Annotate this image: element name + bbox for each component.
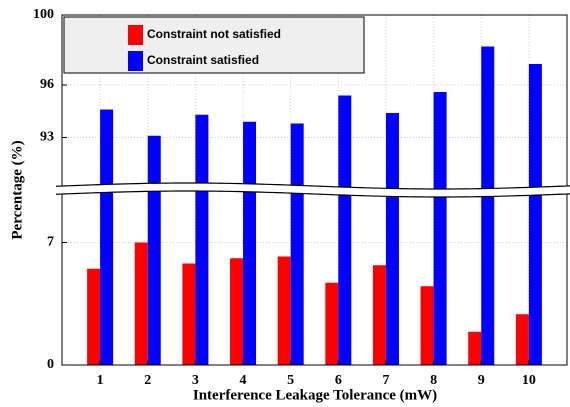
- bar: [433, 92, 447, 365]
- bar: [385, 113, 399, 365]
- x-tick-label: 3: [192, 373, 199, 388]
- bar: [147, 135, 161, 365]
- bar: [515, 314, 529, 365]
- legend-swatch: [128, 25, 143, 45]
- y-tick-label: 93: [40, 130, 54, 145]
- x-tick-label: 5: [287, 373, 294, 388]
- x-axis-label: Interference Leakage Tolerance (mW): [193, 387, 437, 403]
- bar: [182, 263, 196, 365]
- legend-box: [63, 16, 365, 74]
- bar: [243, 121, 257, 365]
- axis-break-line: [55, 182, 570, 190]
- x-tick-label: 8: [430, 373, 437, 388]
- bar: [290, 123, 304, 365]
- x-tick-label: 6: [335, 373, 342, 388]
- legend-label: Constraint satisfied: [147, 53, 259, 67]
- bar: [420, 286, 434, 365]
- x-tick-label: 9: [478, 373, 485, 388]
- bar: [195, 114, 209, 365]
- bar: [481, 46, 495, 365]
- x-tick-label: 1: [97, 373, 104, 388]
- x-tick-label: 10: [522, 373, 536, 388]
- bar: [325, 282, 339, 365]
- x-tick-label: 7: [382, 373, 389, 388]
- bar: [87, 268, 101, 365]
- y-tick-label: 7: [47, 235, 54, 250]
- bar: [338, 95, 352, 365]
- bar: [277, 256, 291, 365]
- legend-swatch: [128, 51, 143, 71]
- bar: [372, 265, 386, 365]
- bar: [468, 331, 482, 365]
- bar: [134, 242, 148, 365]
- bar: [230, 258, 244, 365]
- y-tick-label: 0: [47, 357, 54, 372]
- y-axis-label: Percentage (%): [9, 140, 25, 239]
- bar: [528, 64, 542, 365]
- y-tick-label: 96: [40, 77, 54, 92]
- x-tick-label: 4: [240, 373, 247, 388]
- y-tick-label: 100: [33, 7, 54, 22]
- axis-break: [56, 183, 570, 197]
- axis-break-line: [55, 190, 570, 198]
- bar: [100, 109, 114, 365]
- x-tick-label: 2: [144, 373, 151, 388]
- legend-label: Constraint not satisfied: [147, 27, 281, 41]
